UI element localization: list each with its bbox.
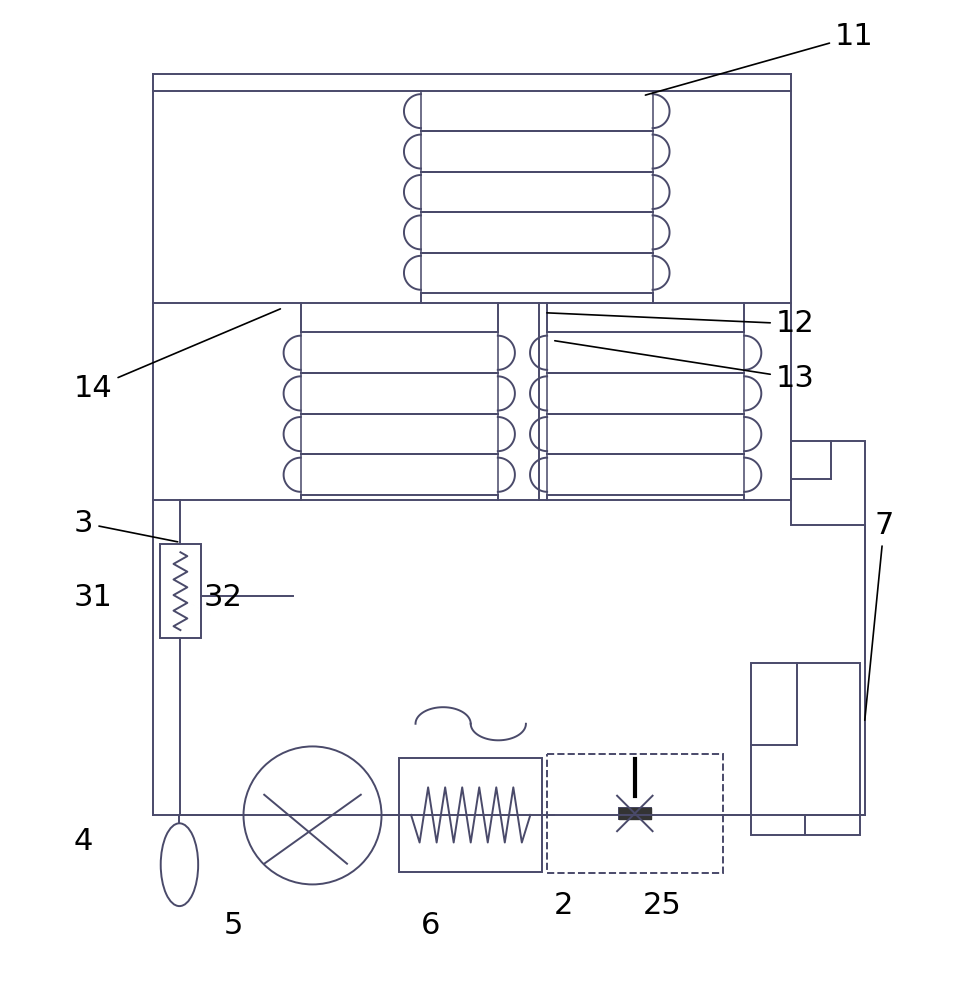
Bar <box>547 754 722 873</box>
Text: 6: 6 <box>421 911 440 940</box>
Text: 32: 32 <box>204 583 243 612</box>
Text: 25: 25 <box>643 891 682 920</box>
Text: 7: 7 <box>865 511 893 720</box>
Text: 2: 2 <box>554 891 574 920</box>
Bar <box>399 758 542 872</box>
Text: 12: 12 <box>547 309 815 338</box>
Text: 31: 31 <box>74 583 113 612</box>
Text: 4: 4 <box>74 827 93 856</box>
Text: 13: 13 <box>554 341 815 393</box>
Text: 3: 3 <box>74 509 178 542</box>
Text: 11: 11 <box>646 22 874 95</box>
Bar <box>752 663 859 835</box>
Text: 14: 14 <box>74 309 281 403</box>
Bar <box>159 544 201 638</box>
Bar <box>790 441 864 525</box>
Text: 5: 5 <box>223 911 243 940</box>
Bar <box>619 808 651 819</box>
